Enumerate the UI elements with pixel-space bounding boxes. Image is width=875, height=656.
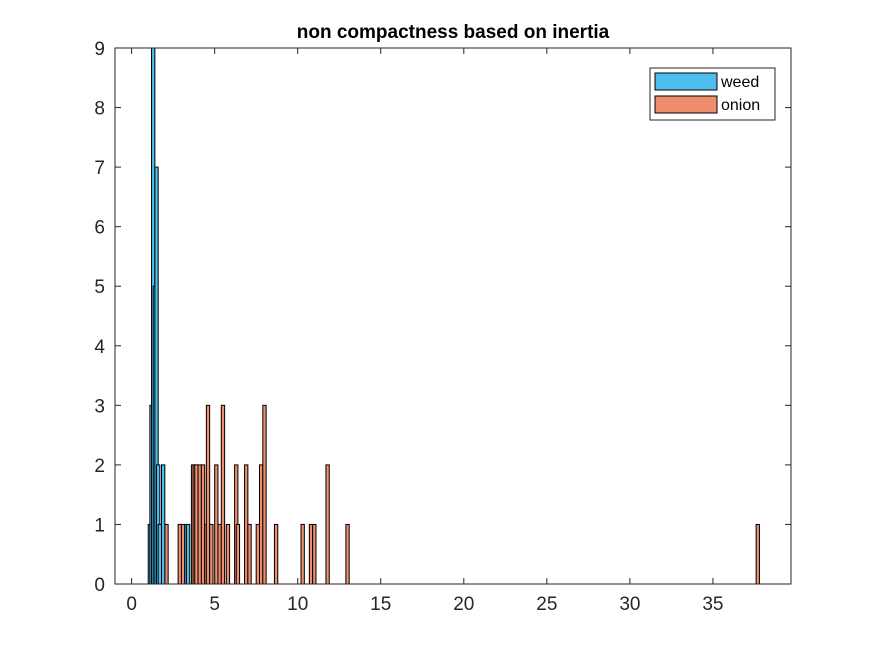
x-tick-label: 35 bbox=[702, 594, 723, 615]
x-tick-label: 5 bbox=[209, 594, 220, 615]
axes-box bbox=[114, 47, 792, 585]
y-tick-label: 3 bbox=[94, 396, 105, 417]
y-tick-label: 0 bbox=[94, 575, 105, 596]
onion-bar bbox=[247, 523, 252, 585]
onion-bar bbox=[225, 523, 231, 585]
onion-bar bbox=[325, 464, 330, 585]
x-tick-label: 0 bbox=[126, 594, 137, 615]
onion-bar bbox=[209, 523, 214, 585]
onion-bar bbox=[345, 523, 350, 585]
y-tick-label: 5 bbox=[94, 277, 105, 298]
y-tick-label: 1 bbox=[94, 515, 105, 536]
x-tick-label: 30 bbox=[619, 594, 640, 615]
x-tick-label: 15 bbox=[370, 594, 391, 615]
onion-bar bbox=[220, 404, 226, 585]
onion-legend-swatch bbox=[654, 95, 718, 114]
y-tick-label: 2 bbox=[94, 456, 105, 477]
onion-bar bbox=[235, 523, 241, 585]
onion-bar bbox=[755, 523, 760, 585]
weed-bar bbox=[157, 523, 162, 585]
y-tick-label: 4 bbox=[94, 337, 105, 358]
weed-bar bbox=[185, 523, 191, 585]
onion-bar bbox=[312, 523, 317, 585]
chart-title: non compactness based on inertia bbox=[297, 22, 610, 43]
y-tick-label: 9 bbox=[94, 39, 105, 60]
onion-bar bbox=[273, 523, 279, 585]
y-tick-label: 7 bbox=[94, 158, 105, 179]
legend: weed onion bbox=[649, 67, 776, 121]
weed-bar bbox=[161, 464, 166, 585]
x-tick-label: 25 bbox=[536, 594, 557, 615]
onion-bar bbox=[194, 464, 199, 585]
plot-area bbox=[115, 48, 791, 584]
weed-legend-label: weed bbox=[720, 74, 759, 91]
onion-bar bbox=[262, 404, 267, 585]
onion-legend-label: onion bbox=[721, 97, 760, 114]
x-tick-label: 20 bbox=[453, 594, 474, 615]
onion-bar bbox=[300, 523, 305, 585]
x-tick-label: 10 bbox=[287, 594, 308, 615]
axes-layer bbox=[114, 47, 792, 585]
ticks-layer: 0 5 10 15 20 25 30 35 0 1 2 3 4 5 6 7 8 9 bbox=[94, 39, 791, 615]
weed-legend-swatch bbox=[654, 72, 718, 91]
y-tick-label: 8 bbox=[94, 99, 105, 120]
y-tick-label: 6 bbox=[94, 218, 105, 239]
